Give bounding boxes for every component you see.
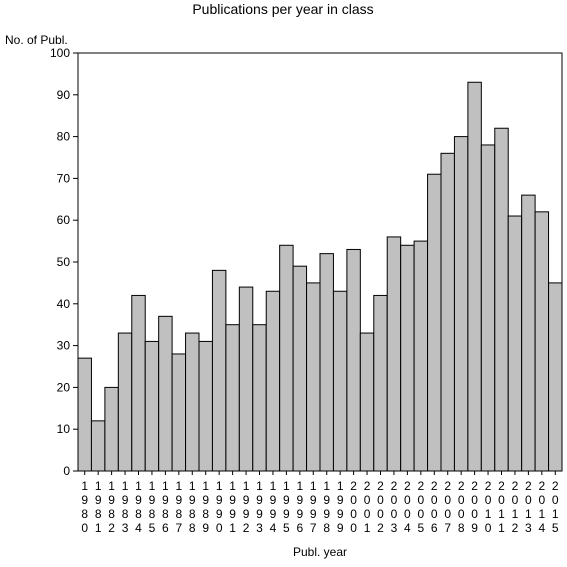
bar-1993 (252, 324, 267, 472)
bar-2004 (400, 244, 415, 472)
bar-2002 (373, 294, 388, 472)
y-axis-label: No. of Publ. (5, 33, 68, 47)
bar-1992 (238, 286, 254, 472)
bar-2010 (480, 144, 496, 472)
bar-2015 (548, 282, 563, 472)
bar-1980 (77, 357, 92, 472)
bar-1996 (292, 265, 308, 472)
bar-1981 (90, 420, 106, 472)
bar-2000 (346, 248, 361, 472)
y-tick-label: 90 (57, 88, 71, 102)
y-tick-label: 40 (57, 297, 71, 311)
y-tick-label: 0 (63, 464, 70, 478)
y-tick-label: 60 (57, 213, 71, 227)
bar-1988 (185, 332, 200, 472)
y-tick-label: 50 (57, 255, 71, 269)
bar-2007 (440, 152, 455, 472)
bar-2013 (521, 194, 536, 472)
bar-1984 (131, 294, 146, 472)
bar-1991 (225, 324, 240, 472)
bar-1982 (104, 386, 119, 472)
y-tick-label: 70 (57, 171, 71, 185)
bars-group (77, 81, 563, 472)
bar-2011 (494, 127, 509, 472)
y-axis: 0 10 20 30 40 50 60 70 80 90 100 (50, 46, 78, 478)
y-tick-label: 10 (57, 422, 71, 436)
y-tick-label: 100 (50, 46, 70, 60)
bar-1983 (117, 332, 133, 472)
bar-2008 (453, 136, 469, 472)
plot-frame (77, 52, 563, 472)
bar-2001 (359, 332, 375, 472)
bar-1998 (319, 253, 334, 472)
bar-2005 (413, 240, 429, 472)
y-tick-label: 20 (57, 380, 71, 394)
bar-2006 (427, 173, 442, 472)
bar-1989 (198, 340, 213, 472)
y-tick-label: 30 (57, 339, 71, 353)
bar-1997 (306, 282, 321, 472)
bar-2012 (507, 215, 523, 472)
bar-1985 (144, 340, 160, 472)
chart-title: Publications per year in class (192, 1, 373, 17)
bar-2014 (534, 211, 550, 472)
bar-1999 (332, 290, 348, 472)
bar-2003 (386, 236, 402, 472)
x-axis-label: Publ. year (293, 545, 347, 559)
y-tick-label: 80 (57, 130, 71, 144)
bar-1987 (171, 353, 187, 472)
bar-1986 (158, 315, 173, 472)
x-axis: 1 9 8 0 1 9 8 1 1 9 8 2 1 9 8 3 1 9 8 4 1 9 8 5 1 9 8 6 1 9 8 7 1 9 8 8 1 9 8 9… (81, 471, 559, 535)
bar-1990 (211, 269, 227, 472)
bar-2009 (467, 81, 482, 472)
bar-1995 (279, 244, 294, 472)
bar-1994 (265, 290, 281, 472)
